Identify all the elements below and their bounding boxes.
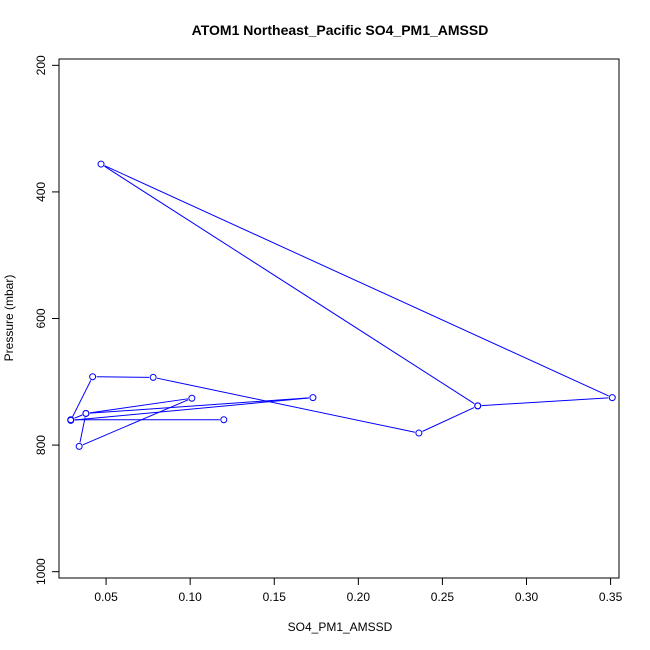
y-tick-label: 400 (34, 182, 48, 202)
x-tick-label: 0.20 (347, 590, 371, 604)
x-tick-label: 0.35 (599, 590, 623, 604)
x-axis: 0.05 0.10 0.15 0.20 0.25 0.30 0.35 (94, 578, 623, 604)
data-point (188, 394, 196, 402)
x-axis-label: SO4_PM1_AMSSD (288, 620, 393, 634)
series-segment (74, 414, 83, 419)
data-point (415, 429, 423, 437)
data-point (474, 402, 482, 410)
series-segment (481, 397, 609, 407)
data-point (220, 416, 228, 424)
series-segment (104, 165, 475, 405)
y-tick-label: 1000 (34, 558, 48, 585)
series-segment (72, 380, 92, 418)
data-point (149, 373, 157, 381)
series-segment (79, 417, 86, 443)
series-layer (67, 160, 616, 450)
plot-frame (58, 58, 620, 579)
data-point (608, 394, 616, 402)
series-segment (89, 398, 188, 414)
series-segment (104, 165, 609, 397)
series-segment (96, 376, 150, 378)
x-tick-label: 0.30 (515, 590, 539, 604)
y-tick-label: 200 (34, 55, 48, 75)
chart-title: ATOM1 Northeast_Pacific SO4_PM1_AMSSD (192, 22, 489, 38)
data-point (309, 394, 317, 402)
series-segment (422, 407, 475, 432)
data-point (75, 442, 83, 450)
data-point (82, 409, 90, 417)
y-tick-label: 600 (34, 308, 48, 328)
data-point (97, 160, 105, 168)
data-point (89, 373, 97, 381)
x-tick-label: 0.10 (178, 590, 202, 604)
x-tick-label: 0.05 (94, 590, 118, 604)
x-tick-label: 0.25 (431, 590, 455, 604)
y-axis: 200 400 600 800 1000 (34, 55, 59, 585)
y-axis-label: Pressure (mbar) (2, 275, 16, 362)
data-point (67, 416, 75, 424)
y-tick-label: 800 (34, 435, 48, 455)
series-segment (156, 377, 416, 433)
series-segment (89, 397, 309, 414)
x-tick-label: 0.15 (263, 590, 287, 604)
